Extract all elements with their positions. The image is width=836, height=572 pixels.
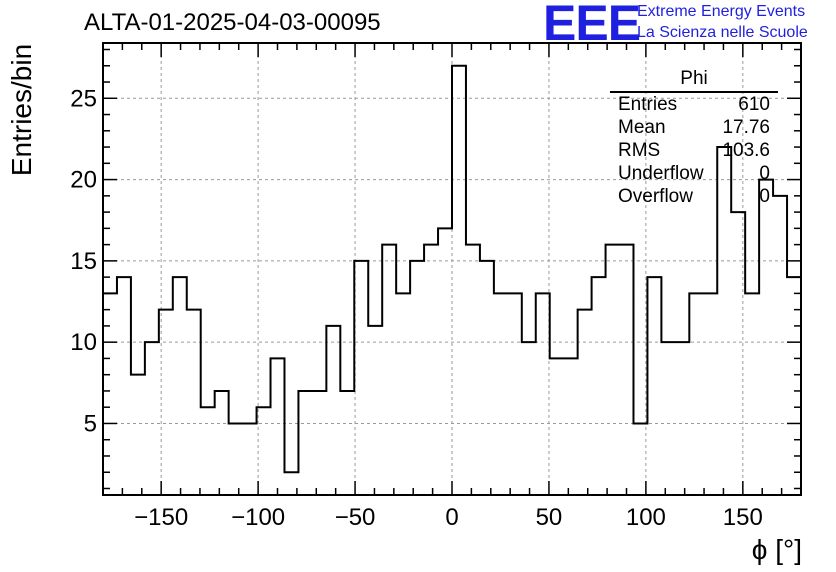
stats-row-mean: Mean 17.76 bbox=[610, 116, 778, 139]
x-tick-label: −100 bbox=[231, 504, 285, 531]
histogram-bin bbox=[745, 293, 759, 495]
histogram-bin bbox=[675, 342, 689, 495]
stats-row-entries: Entries 610 bbox=[610, 93, 778, 116]
histogram-bin bbox=[382, 245, 396, 495]
x-tick-label: 50 bbox=[536, 504, 563, 531]
y-tick-label: 20 bbox=[70, 167, 97, 194]
histogram-bin bbox=[103, 293, 117, 495]
histogram-bin bbox=[480, 261, 494, 495]
histogram-bin bbox=[312, 391, 326, 495]
x-tick-label: 100 bbox=[626, 504, 666, 531]
stats-value: 0 bbox=[759, 186, 770, 207]
logo-line-2: La Scienza nelle Scuole bbox=[637, 24, 808, 41]
chart-title: ALTA-01-2025-04-03-00095 bbox=[84, 9, 381, 36]
stats-title: Phi bbox=[610, 68, 778, 93]
stats-value: 103.6 bbox=[722, 140, 770, 161]
stats-value: 610 bbox=[738, 94, 770, 115]
stats-value: 0 bbox=[759, 163, 770, 184]
stats-row-underflow: Underflow 0 bbox=[610, 162, 778, 185]
histogram-bin bbox=[536, 293, 550, 495]
histogram-bin bbox=[703, 293, 717, 495]
histogram-bin bbox=[606, 245, 620, 495]
histogram-bin bbox=[564, 358, 578, 495]
y-tick-label: 15 bbox=[70, 248, 97, 275]
histogram-bin bbox=[326, 326, 340, 495]
histogram-bin bbox=[647, 277, 661, 495]
eee-logo: EEE bbox=[543, 0, 641, 51]
histogram-bin bbox=[410, 261, 424, 495]
x-tick-label: −50 bbox=[335, 504, 376, 531]
y-tick-label: 5 bbox=[84, 410, 97, 437]
histogram-bin bbox=[131, 375, 145, 495]
histogram-bin bbox=[731, 212, 745, 495]
histogram-bin bbox=[396, 293, 410, 495]
histogram-bin bbox=[271, 358, 285, 495]
histogram-bin bbox=[550, 358, 564, 495]
histogram-bin bbox=[368, 326, 382, 495]
stats-label: Underflow bbox=[618, 163, 704, 184]
stats-label: RMS bbox=[618, 140, 661, 161]
histogram-bin bbox=[689, 293, 703, 495]
histogram-bin bbox=[298, 391, 312, 495]
histogram-bin bbox=[759, 180, 773, 495]
stats-row-rms: RMS 103.6 bbox=[610, 139, 778, 162]
stats-label: Overflow bbox=[618, 186, 693, 207]
x-tick-label: 150 bbox=[723, 504, 763, 531]
histogram-bin bbox=[620, 245, 634, 495]
histogram-bin bbox=[159, 310, 173, 495]
histogram-bin bbox=[592, 277, 606, 495]
x-tick-label: 0 bbox=[445, 504, 458, 531]
histogram-bin bbox=[522, 342, 536, 495]
histogram-bin bbox=[424, 245, 438, 495]
histogram-bin bbox=[229, 423, 243, 495]
x-tick-label: −150 bbox=[134, 504, 188, 531]
y-axis-label: Entries/bin bbox=[6, 43, 37, 177]
histogram-bin bbox=[578, 310, 592, 495]
histogram-bin bbox=[117, 277, 131, 495]
histogram-bin bbox=[773, 196, 787, 495]
histogram-bin bbox=[661, 342, 675, 495]
y-tick-label: 10 bbox=[70, 329, 97, 356]
y-tick-label: 25 bbox=[70, 85, 97, 112]
histogram-outline bbox=[103, 64, 801, 474]
stats-row-overflow: Overflow 0 bbox=[610, 185, 778, 208]
histogram-bin bbox=[438, 228, 452, 495]
x-axis-label: ϕ [°] bbox=[751, 534, 802, 565]
histogram-bin bbox=[201, 407, 215, 495]
histogram-bin bbox=[243, 423, 257, 495]
histogram-bin bbox=[354, 261, 368, 495]
stats-box: Phi Entries 610 Mean 17.76 RMS 103.6 Und… bbox=[610, 68, 778, 208]
stats-value: 17.76 bbox=[722, 117, 770, 138]
histogram-bin bbox=[215, 391, 229, 495]
histogram-bin bbox=[145, 342, 159, 495]
histogram-bin bbox=[508, 293, 522, 495]
histogram-bin bbox=[173, 277, 187, 495]
histogram-bin bbox=[466, 245, 480, 495]
histogram-bin bbox=[340, 391, 354, 495]
logo-line-1: Extreme Energy Events bbox=[637, 3, 806, 20]
stats-label: Mean bbox=[618, 117, 666, 138]
stats-label: Entries bbox=[618, 94, 678, 115]
histogram-bin bbox=[187, 310, 201, 495]
histogram-bin bbox=[494, 293, 508, 495]
histogram-bin bbox=[452, 66, 466, 495]
